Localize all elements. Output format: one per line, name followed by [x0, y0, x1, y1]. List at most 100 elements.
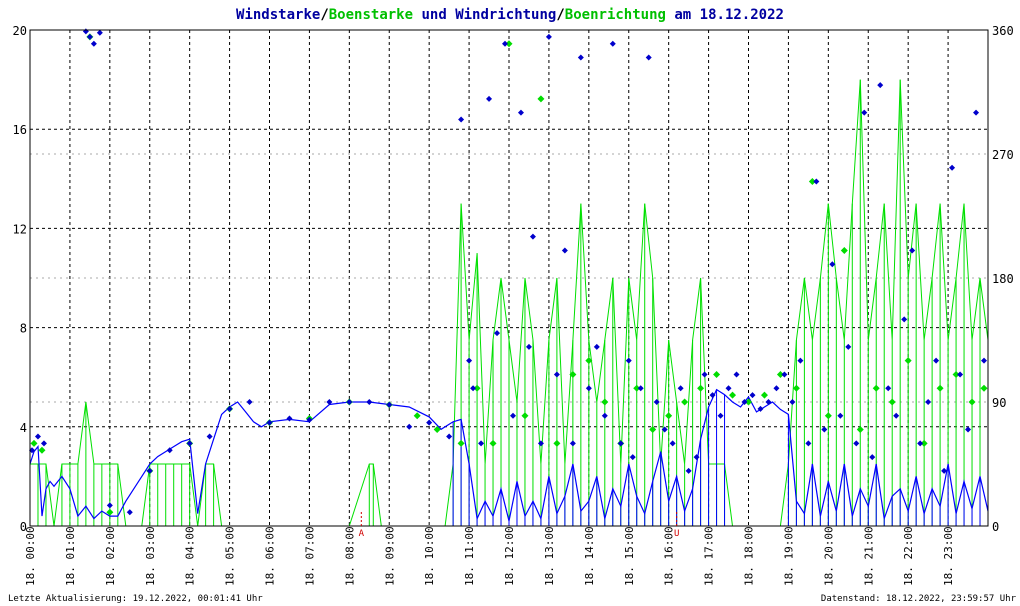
wind-direction-point	[717, 412, 724, 419]
y-right-tick-label: 270	[992, 148, 1014, 162]
wind-direction-point	[789, 399, 796, 405]
wind-direction-point	[306, 416, 313, 423]
wind-direction-point	[569, 440, 576, 447]
wind-direction-point	[446, 433, 453, 440]
wind-direction-point	[733, 371, 740, 378]
wind-direction-point	[478, 440, 485, 447]
y-left-tick-label: 16	[13, 123, 27, 137]
wind-direction-point	[677, 385, 684, 392]
wind-direction-point	[502, 40, 509, 47]
direction-series	[28, 28, 988, 516]
gust-direction-point	[904, 357, 912, 365]
gust-direction-point	[601, 398, 609, 406]
wind-direction-point	[494, 330, 501, 337]
gust-direction-point	[537, 95, 545, 103]
x-tick-label: 18. 08:00	[343, 526, 356, 586]
wind-direction-point	[981, 357, 988, 364]
wind-direction-point	[629, 454, 636, 461]
wind-direction-point	[869, 454, 876, 461]
gust-direction-point	[681, 398, 689, 406]
wind-direction-point	[821, 426, 828, 433]
wind-direction-point	[517, 109, 524, 116]
wind-direction-point	[757, 405, 764, 412]
x-tick-label: 18. 11:00	[463, 526, 476, 586]
wind-direction-point	[346, 399, 353, 405]
axes: 18. 00:00 18. 01:00 18. 02:00 18. 03:00 18. …	[13, 24, 1014, 586]
y-left-tick-label: 8	[20, 322, 27, 336]
wind-direction-point	[933, 357, 940, 364]
y-left-tick-label: 0	[20, 520, 27, 534]
gust-direction-point	[665, 412, 673, 420]
wind-direction-point	[741, 399, 748, 405]
gust-direction-point	[38, 446, 46, 454]
gust-direction-point	[808, 178, 816, 186]
wind-direction-point	[661, 426, 668, 433]
wind-direction-point	[625, 357, 632, 364]
speed-series	[29, 388, 989, 526]
x-tick-label: 18. 15:00	[623, 526, 636, 586]
wind-direction-point	[386, 401, 393, 408]
marker-label: U	[674, 529, 679, 539]
wind-direction-point	[901, 316, 908, 323]
wind-direction-point	[366, 399, 373, 405]
gust-direction-point	[920, 439, 928, 447]
gust-direction-point	[888, 398, 896, 406]
wind-direction-point	[509, 412, 516, 419]
wind-direction-point	[765, 399, 772, 405]
gust-direction-point	[760, 391, 768, 399]
x-tick-label: 18. 10:00	[423, 526, 436, 586]
wind-direction-point	[470, 385, 477, 392]
gust-direction-point	[792, 384, 800, 392]
x-tick-label: 18. 06:00	[264, 526, 277, 586]
wind-direction-point	[917, 440, 924, 447]
x-tick-label: 18. 21:00	[862, 526, 875, 586]
wind-direction-point	[466, 357, 473, 364]
wind-direction-point	[34, 433, 41, 440]
title-sep-2: /	[556, 7, 564, 23]
y-left-tick-label: 12	[13, 222, 27, 236]
title-sep-1: /	[320, 7, 328, 23]
gust-direction-point	[840, 246, 848, 254]
wind-direction-point	[458, 116, 465, 123]
title-part-boenrichtung: Boenrichtung	[565, 7, 666, 23]
wind-direction-point	[486, 95, 493, 102]
wind-direction-point	[829, 261, 836, 268]
wind-direction-point	[813, 178, 820, 185]
wind-direction-point	[669, 440, 676, 447]
wind-direction-point	[593, 343, 600, 350]
gust-direction-point	[745, 398, 752, 406]
wind-direction-point	[925, 399, 932, 405]
x-tick-label: 18. 23:00	[942, 526, 955, 586]
wind-direction-point	[266, 419, 273, 426]
footer-last-update: Letzte Aktualisierung: 19.12.2022, 00:01…	[8, 594, 263, 604]
gust-direction-point	[952, 370, 960, 378]
wind-direction-point	[725, 385, 732, 392]
gust-direction-point	[521, 412, 529, 420]
wind-direction-point	[406, 423, 413, 430]
y-right-tick-label: 0	[992, 520, 999, 534]
wind-direction-point	[749, 392, 756, 399]
wind-direction-point	[426, 419, 433, 426]
wind-direction-point	[709, 392, 716, 399]
wind-direction-point	[853, 440, 860, 447]
gust-direction-point	[936, 384, 944, 392]
wind-direction-point	[82, 28, 89, 35]
wind-direction-point	[701, 371, 708, 378]
title-part-windrichtung: Windrichtung	[455, 7, 556, 23]
wind-direction-point	[545, 33, 552, 40]
wind-direction-point	[525, 343, 532, 350]
title-part-boenstarke: Boenstarke	[329, 7, 413, 23]
wind-direction-point	[601, 412, 608, 419]
gust-direction-point	[489, 439, 497, 447]
gust-direction-point	[824, 412, 832, 420]
wind-direction-point	[577, 54, 584, 61]
wind-direction-point	[286, 415, 293, 422]
gust-direction-point	[106, 508, 114, 516]
gust-direction-point	[473, 384, 481, 392]
gust-direction-point	[413, 412, 421, 420]
gust-direction-point	[697, 384, 705, 392]
wind-direction-point	[90, 40, 97, 47]
y-left-tick-label: 20	[13, 24, 27, 38]
plot-frame	[29, 29, 989, 527]
